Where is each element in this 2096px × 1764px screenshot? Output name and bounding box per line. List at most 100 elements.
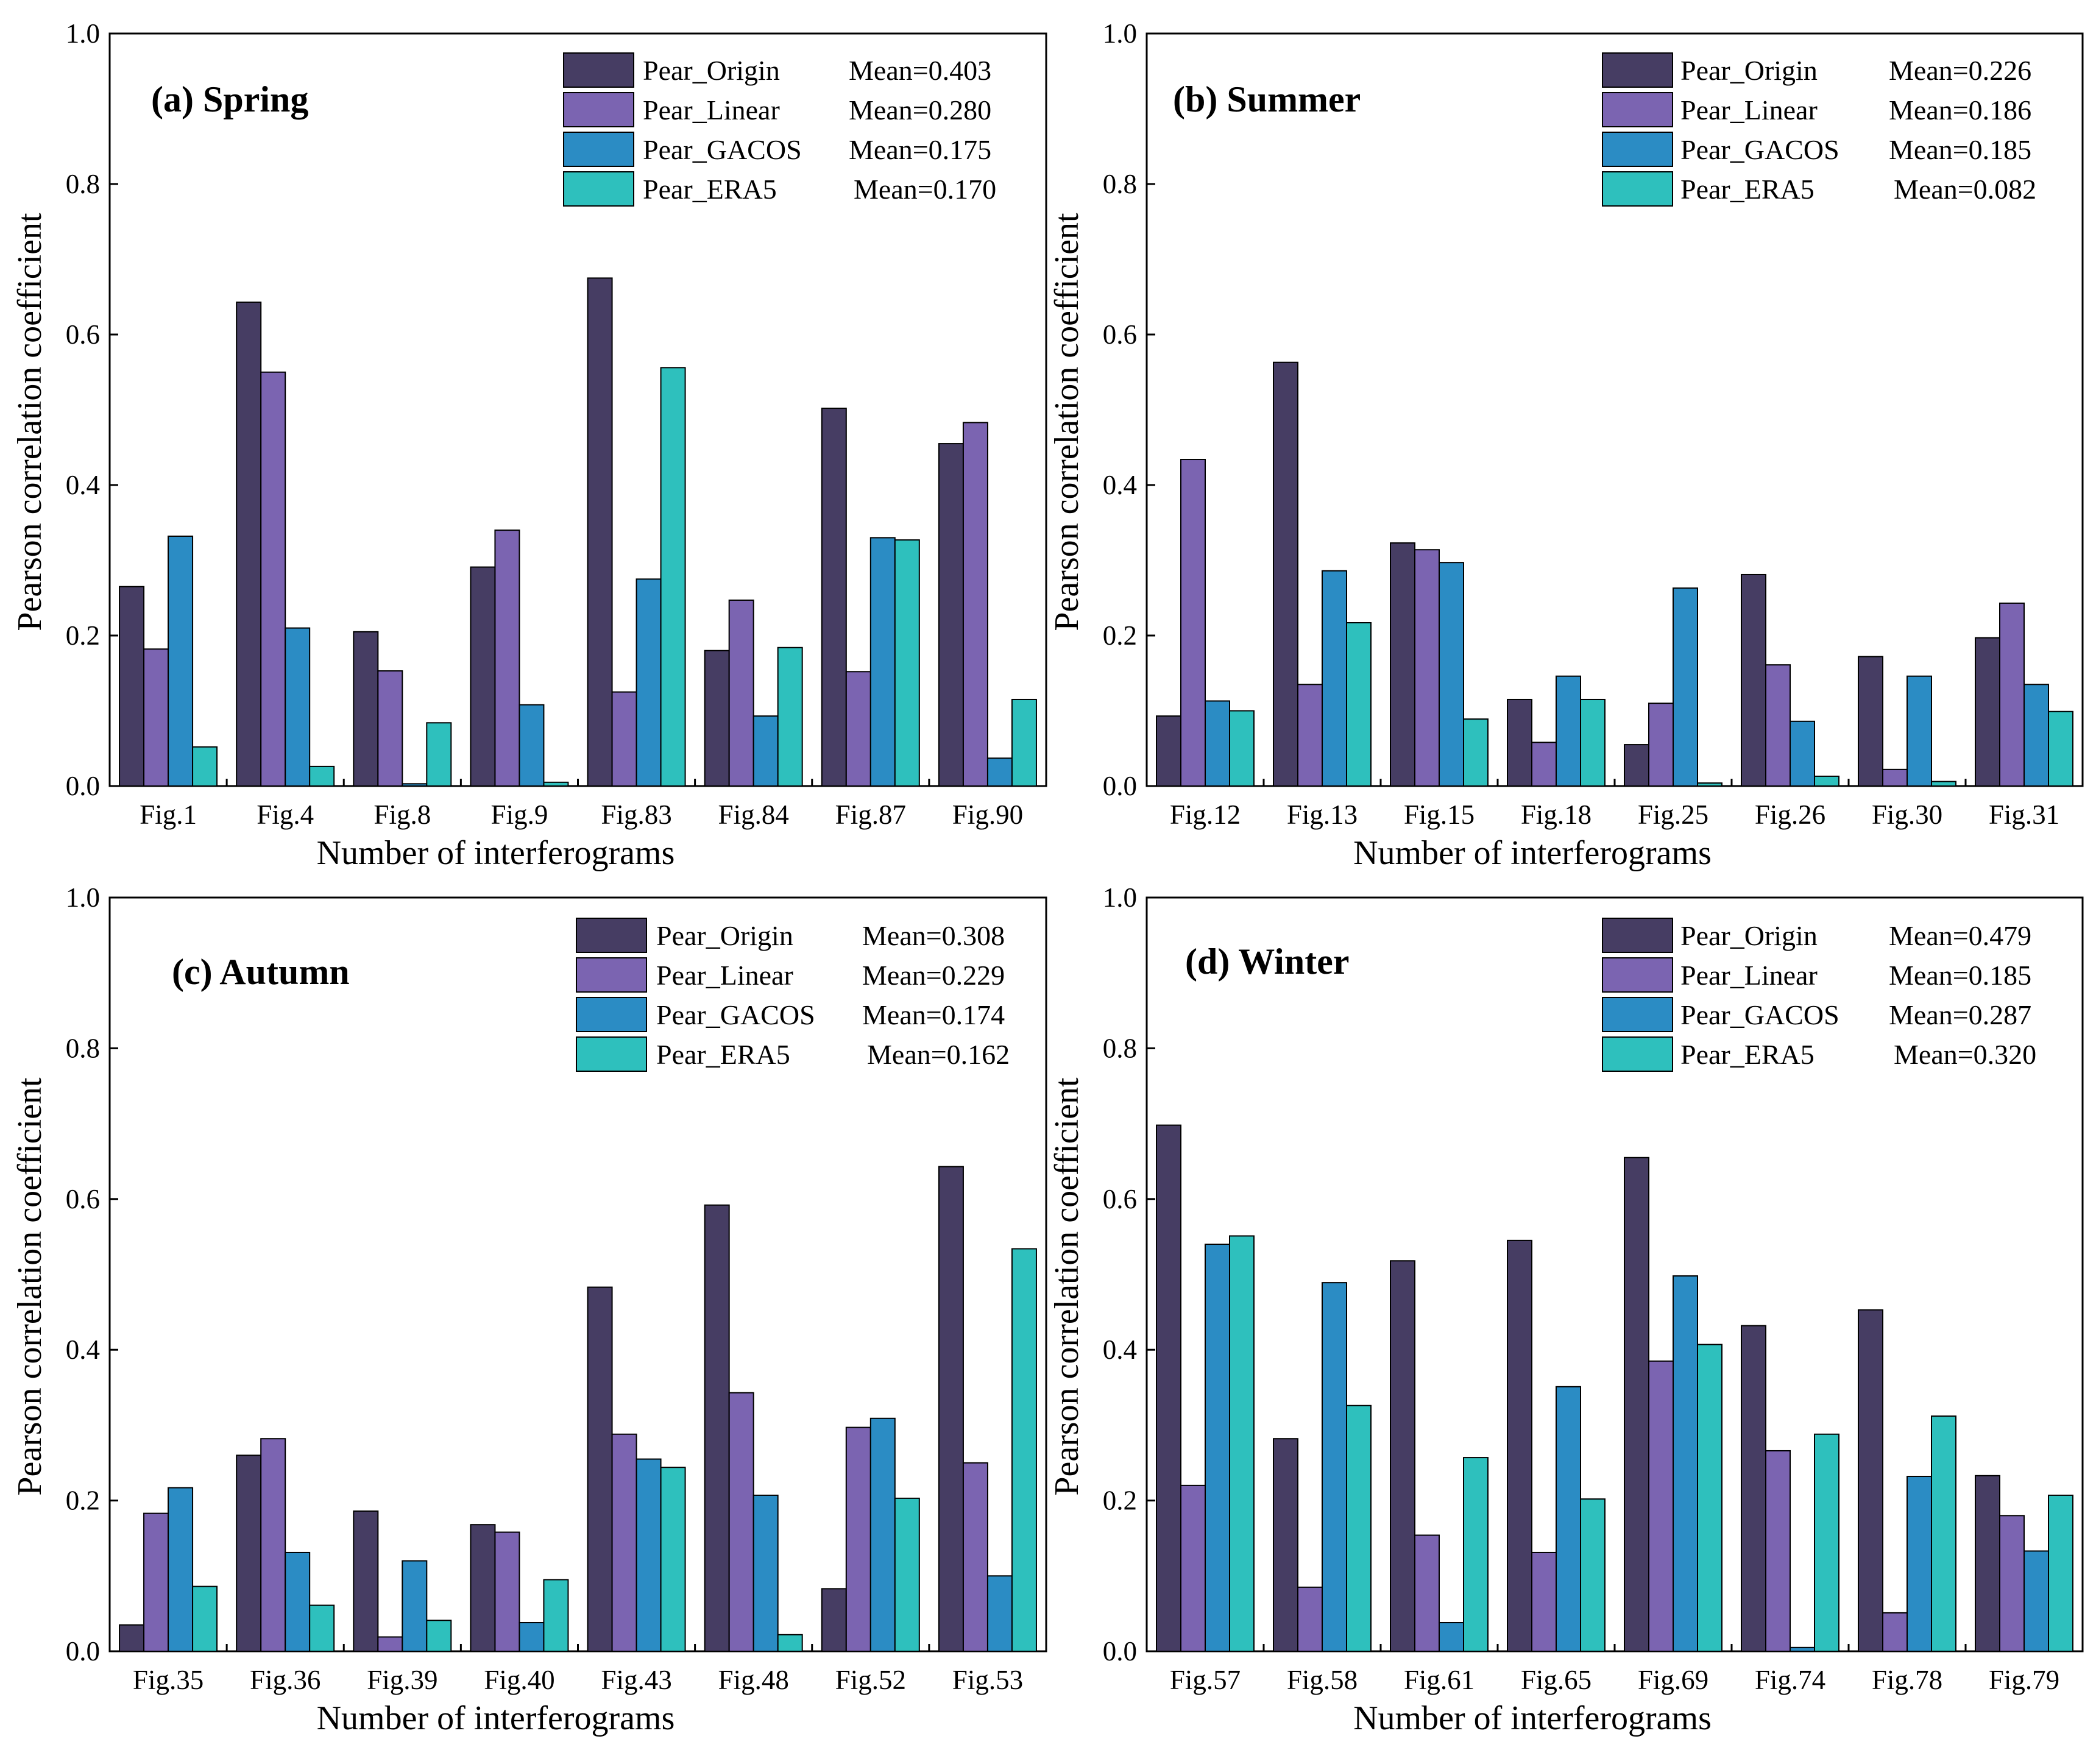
y-tick-label: 1.0 xyxy=(1103,882,1137,913)
bar-pear-origin-fig79 xyxy=(1975,1475,2000,1652)
bar-pear-era5-fig65 xyxy=(1580,1498,1606,1652)
bar-pear-origin-fig30 xyxy=(1858,656,1883,787)
bar-pear-origin-fig8 xyxy=(353,631,379,787)
bar-pear-origin-fig18 xyxy=(1507,698,1532,787)
bar-pear-era5-fig52 xyxy=(894,1497,920,1652)
legend-mean-label: Mean=0.479 xyxy=(1889,920,2031,951)
chart-panel-4: 0.0 0.2 0.4 0.6 0.8 1.0 Fig.57 Fig.58 Fig.61 Fig.… xyxy=(1048,882,2084,1737)
legend-series-name: Pear_GACOS xyxy=(656,999,815,1030)
bar-pear-linear-fig26 xyxy=(1765,664,1791,787)
bar-pear-gacos-fig83 xyxy=(636,578,662,787)
legend-series-name: Pear_Linear xyxy=(1680,960,1818,991)
bar-pear-era5-fig84 xyxy=(777,646,803,787)
bar-pear-linear-fig8 xyxy=(377,670,403,787)
bar-pear-era5-fig48 xyxy=(777,1634,803,1652)
bar-pear-origin-fig35 xyxy=(119,1624,145,1652)
bar-pear-gacos-fig8 xyxy=(402,783,428,787)
y-tick-label: 0.2 xyxy=(66,1486,100,1516)
bar-pear-linear-fig48 xyxy=(728,1392,754,1652)
legend-series-name: Pear_Origin xyxy=(1680,55,1818,86)
bar-pear-origin-fig40 xyxy=(470,1524,496,1652)
bar-pear-gacos-fig65 xyxy=(1556,1386,1581,1652)
bar-pear-linear-fig39 xyxy=(377,1636,403,1652)
bar-pear-era5-fig26 xyxy=(1814,775,1839,787)
x-tick-label: Fig.65 xyxy=(1521,1665,1591,1695)
y-tick-label: 0.8 xyxy=(1103,1033,1137,1063)
x-tick-label: Fig.8 xyxy=(374,799,431,830)
legend-swatch-pear-era5 xyxy=(576,1036,647,1072)
x-tick-label: Fig.35 xyxy=(133,1665,204,1695)
bar-pear-linear-fig12 xyxy=(1180,459,1206,787)
bar-pear-era5-fig40 xyxy=(543,1579,569,1652)
y-tick-label: 0.2 xyxy=(1103,1486,1137,1516)
legend-swatch-pear-origin xyxy=(576,918,647,953)
bar-pear-linear-fig30 xyxy=(1882,768,1908,787)
bar-pear-origin-fig13 xyxy=(1273,361,1298,787)
x-tick-label: Fig.31 xyxy=(1989,799,2059,830)
legend-mean-label: Mean=0.403 xyxy=(849,55,991,86)
bar-pear-era5-fig87 xyxy=(894,539,920,787)
x-tick-label: Fig.58 xyxy=(1287,1665,1358,1695)
bar-pear-linear-fig57 xyxy=(1180,1484,1206,1652)
legend-series-name: Pear_ERA5 xyxy=(643,174,777,205)
legend-swatch-pear-origin xyxy=(1602,918,1673,953)
x-tick-label: Fig.30 xyxy=(1872,799,1942,830)
legend-swatch-pear-origin xyxy=(1602,52,1673,88)
x-tick-label: Fig.79 xyxy=(1989,1665,2059,1695)
bar-pear-linear-fig13 xyxy=(1297,684,1323,787)
bar-pear-gacos-fig84 xyxy=(752,715,779,787)
legend-series-name: Pear_ERA5 xyxy=(656,1039,790,1070)
legend-series-name: Pear_GACOS xyxy=(1680,999,1839,1030)
y-tick-label: 0.6 xyxy=(66,1184,100,1214)
bar-pear-era5-fig15 xyxy=(1463,718,1489,787)
x-axis-title: Number of interferograms xyxy=(1353,1699,1712,1737)
bar-pear-linear-fig74 xyxy=(1765,1450,1791,1652)
bar-pear-origin-fig57 xyxy=(1156,1124,1181,1652)
x-tick-label: Fig.48 xyxy=(718,1665,789,1695)
legend-swatch-pear-gacos xyxy=(1602,132,1673,167)
x-tick-label: Fig.43 xyxy=(601,1665,671,1695)
y-tick-label: 0.2 xyxy=(66,620,100,651)
x-tick-label: Fig.61 xyxy=(1404,1665,1475,1695)
bar-pear-gacos-fig9 xyxy=(519,704,545,787)
bar-pear-linear-fig58 xyxy=(1297,1586,1323,1652)
bar-pear-gacos-fig12 xyxy=(1205,700,1230,787)
x-tick-label: Fig.84 xyxy=(718,799,789,830)
bar-pear-era5-fig18 xyxy=(1580,698,1606,787)
legend-series-name: Pear_Linear xyxy=(1680,94,1818,126)
bar-pear-era5-fig9 xyxy=(543,781,569,787)
bar-pear-gacos-fig39 xyxy=(402,1560,428,1652)
bar-pear-origin-fig61 xyxy=(1390,1260,1415,1652)
bar-pear-origin-fig87 xyxy=(821,408,847,787)
legend: Pear_Origin Mean=0.226 Pear_Linear Mean=0.1… xyxy=(1602,52,2036,207)
bar-pear-gacos-fig53 xyxy=(986,1575,1013,1652)
y-tick-label: 1.0 xyxy=(1103,18,1137,49)
bar-pear-origin-fig84 xyxy=(704,650,730,787)
legend-series-name: Pear_Origin xyxy=(1680,920,1818,951)
legend-swatch-pear-origin xyxy=(563,52,634,88)
bar-pear-linear-fig40 xyxy=(494,1531,520,1652)
x-tick-label: Fig.36 xyxy=(250,1665,320,1695)
y-tick-label: 0.0 xyxy=(1103,771,1137,801)
bar-pear-origin-fig43 xyxy=(587,1286,613,1652)
y-tick-label: 1.0 xyxy=(66,882,100,913)
legend-mean-label: Mean=0.308 xyxy=(862,920,1005,951)
bar-pear-linear-fig25 xyxy=(1648,703,1674,787)
x-tick-label: Fig.39 xyxy=(367,1665,437,1695)
bar-pear-era5-fig57 xyxy=(1229,1235,1255,1652)
x-tick-label: Fig.12 xyxy=(1170,799,1241,830)
y-tick-label: 0.0 xyxy=(66,771,100,801)
legend-swatch-pear-gacos xyxy=(576,997,647,1032)
y-tick-label: 0.4 xyxy=(1103,470,1137,500)
bar-pear-origin-fig52 xyxy=(821,1588,847,1652)
bar-pear-linear-fig79 xyxy=(1999,1515,2025,1652)
bar-pear-gacos-fig36 xyxy=(285,1551,311,1652)
panel-title: (b) Summer xyxy=(1173,79,1361,119)
legend-mean-label: Mean=0.175 xyxy=(849,134,991,165)
bar-pear-era5-fig1 xyxy=(192,746,218,787)
legend-mean-label: Mean=0.320 xyxy=(1894,1039,2036,1070)
legend-mean-label: Mean=0.082 xyxy=(1894,174,2036,205)
x-tick-label: Fig.15 xyxy=(1404,799,1475,830)
bar-pear-era5-fig36 xyxy=(309,1604,335,1652)
